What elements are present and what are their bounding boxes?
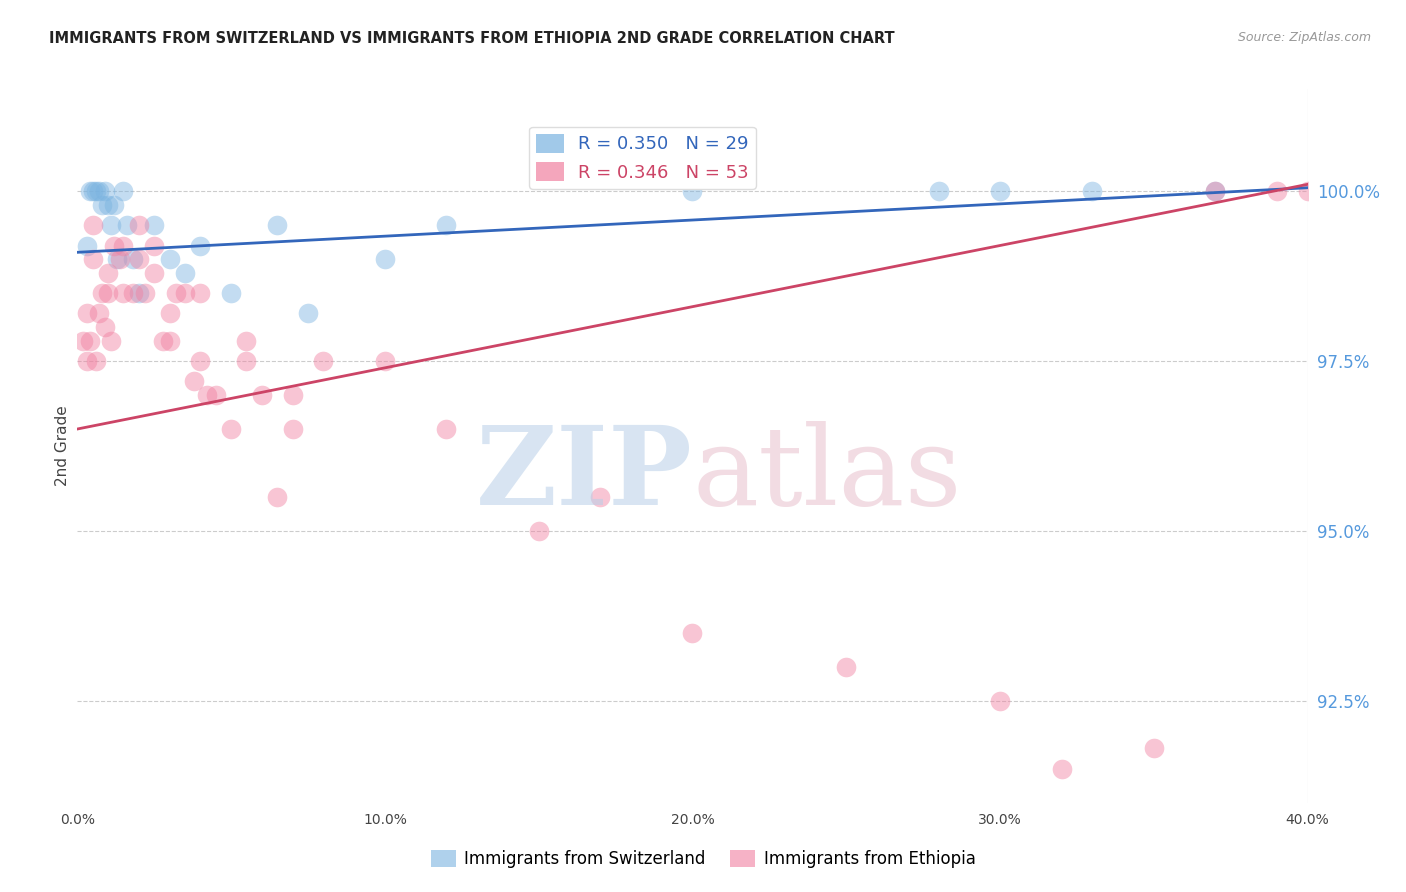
Point <box>374 354 396 368</box>
Point <box>82 184 104 198</box>
Point <box>190 238 212 252</box>
Point <box>589 490 612 504</box>
Point <box>90 286 114 301</box>
Point <box>112 238 135 252</box>
Point <box>219 422 242 436</box>
Point <box>84 184 107 198</box>
Point <box>100 334 122 348</box>
Legend: Immigrants from Switzerland, Immigrants from Ethiopia: Immigrants from Switzerland, Immigrants … <box>423 843 983 875</box>
Text: ZIP: ZIP <box>475 421 693 528</box>
Point <box>152 334 174 348</box>
Point <box>1204 184 1226 198</box>
Point <box>112 184 135 198</box>
Point <box>266 218 288 232</box>
Point <box>174 266 197 280</box>
Point <box>1143 741 1166 756</box>
Point <box>195 388 218 402</box>
Point <box>1081 184 1104 198</box>
Text: Source: ZipAtlas.com: Source: ZipAtlas.com <box>1237 31 1371 45</box>
Point <box>1204 184 1226 198</box>
Point <box>84 354 107 368</box>
Point <box>183 375 205 389</box>
Point <box>143 238 166 252</box>
Point <box>143 218 166 232</box>
Point <box>928 184 950 198</box>
Point <box>174 286 197 301</box>
Point <box>436 422 458 436</box>
Point <box>97 286 120 301</box>
Point <box>76 306 98 320</box>
Point <box>94 184 117 198</box>
Point <box>76 238 98 252</box>
Point <box>527 524 550 538</box>
Point <box>250 388 273 402</box>
Point <box>159 334 181 348</box>
Point <box>190 354 212 368</box>
Text: IMMIGRANTS FROM SWITZERLAND VS IMMIGRANTS FROM ETHIOPIA 2ND GRADE CORRELATION CH: IMMIGRANTS FROM SWITZERLAND VS IMMIGRANT… <box>49 31 894 46</box>
Point <box>72 334 94 348</box>
Point <box>204 388 226 402</box>
Point <box>79 184 101 198</box>
Point <box>97 198 120 212</box>
Point <box>1050 762 1073 776</box>
Point <box>312 354 335 368</box>
Point <box>235 354 257 368</box>
Point <box>90 198 114 212</box>
Point <box>374 252 396 266</box>
Point <box>105 252 128 266</box>
Point <box>1296 184 1319 198</box>
Point <box>121 252 143 266</box>
Point <box>134 286 156 301</box>
Point <box>297 306 319 320</box>
Text: atlas: atlas <box>693 421 962 528</box>
Y-axis label: 2nd Grade: 2nd Grade <box>55 406 70 486</box>
Point <box>281 422 304 436</box>
Point <box>79 334 101 348</box>
Point <box>110 252 132 266</box>
Point <box>128 286 150 301</box>
Point <box>682 626 704 640</box>
Point <box>682 184 704 198</box>
Point <box>128 218 150 232</box>
Point <box>82 252 104 266</box>
Point <box>94 320 117 334</box>
Point <box>436 218 458 232</box>
Point <box>87 184 110 198</box>
Point <box>115 218 138 232</box>
Point <box>988 694 1011 708</box>
Point <box>128 252 150 266</box>
Point <box>235 334 257 348</box>
Point <box>112 286 135 301</box>
Point <box>988 184 1011 198</box>
Point <box>103 238 125 252</box>
Point <box>97 266 120 280</box>
Point <box>87 306 110 320</box>
Point <box>82 218 104 232</box>
Point <box>281 388 304 402</box>
Point <box>100 218 122 232</box>
Point <box>219 286 242 301</box>
Point <box>835 660 858 674</box>
Legend: R = 0.350   N = 29, R = 0.346   N = 53: R = 0.350 N = 29, R = 0.346 N = 53 <box>529 127 756 189</box>
Point <box>159 306 181 320</box>
Point <box>165 286 187 301</box>
Point <box>121 286 143 301</box>
Point <box>1265 184 1288 198</box>
Point <box>103 198 125 212</box>
Point <box>159 252 181 266</box>
Point <box>143 266 166 280</box>
Point <box>190 286 212 301</box>
Point <box>76 354 98 368</box>
Point <box>266 490 288 504</box>
